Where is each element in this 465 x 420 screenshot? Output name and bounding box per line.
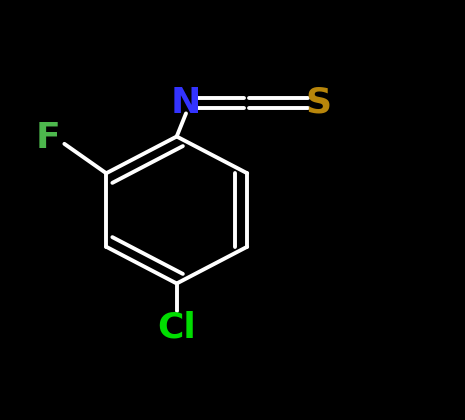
Text: S: S: [306, 86, 332, 120]
Text: N: N: [171, 86, 201, 120]
Text: F: F: [36, 121, 60, 155]
Text: Cl: Cl: [157, 311, 196, 344]
